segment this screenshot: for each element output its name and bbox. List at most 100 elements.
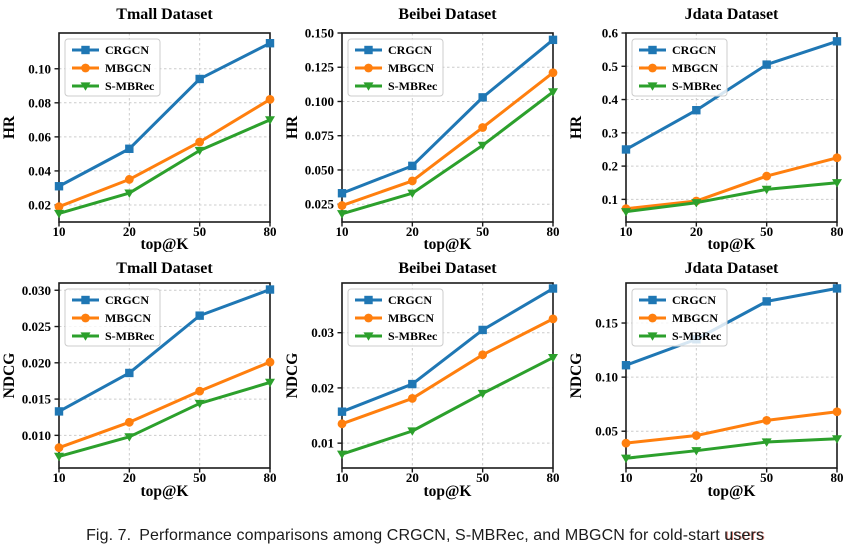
series-crgcn xyxy=(621,37,841,154)
chart-title: Jdata Dataset xyxy=(684,6,778,23)
y-tick-labels: 0.05 0.10 0.15 xyxy=(595,316,618,439)
series-s-mbrec-marker xyxy=(407,189,418,199)
series-s-mbrec-marker xyxy=(620,208,631,217)
legend-label-mbgcn: MBGCN xyxy=(388,61,434,75)
series-crgcn-marker xyxy=(832,37,841,46)
chart-title: Beibei Dataset xyxy=(399,6,498,23)
caption-text: Performance comparisons among CRGCN, S-M… xyxy=(139,527,720,544)
jdata-ndcg-plot: 0.05 0.10 0.15 10 20 50 80 Jdata Dataset top@K ND… xyxy=(568,260,844,500)
y-tick-labels: 0.025 0.050 0.075 0.100 0.125 0.150 xyxy=(305,26,335,212)
legend: CRGCN MBGCN S-MBRec xyxy=(631,38,728,97)
series-crgcn-marker xyxy=(478,93,488,102)
svg-text:0.10: 0.10 xyxy=(595,370,618,385)
series-s-mbrec xyxy=(620,179,842,217)
x-axis-label: top@K xyxy=(424,483,472,500)
svg-text:10: 10 xyxy=(619,224,632,239)
series-crgcn-line xyxy=(57,41,272,188)
chart-beibei-hr: 0.025 0.050 0.075 0.100 0.125 0.150 10 20 50 80 Be… xyxy=(283,0,566,252)
series-s-mbrec-line xyxy=(624,181,839,214)
series-crgcn-marker xyxy=(832,284,841,293)
caption-figure-number: Fig. 7. xyxy=(86,527,132,544)
series-mbgcn-marker xyxy=(337,201,347,210)
axis-ticks xyxy=(54,289,271,473)
series-s-mbrec-marker xyxy=(124,189,135,198)
svg-text:0.04: 0.04 xyxy=(28,163,51,178)
plot-frame xyxy=(58,282,271,469)
svg-text:10: 10 xyxy=(336,224,349,239)
series-s-mbrec xyxy=(337,88,559,219)
y-axis-label: NDCG xyxy=(1,353,18,399)
chart-jdata-ndcg: 0.05 0.10 0.15 10 20 50 80 Jdata Dataset top@K ND… xyxy=(567,252,850,515)
legend-label-s-mbrec: S-MBRec xyxy=(105,329,155,343)
legend-marker-s-mbrec xyxy=(647,332,658,341)
legend-label-mbgcn: MBGCN xyxy=(672,61,718,75)
svg-text:0.125: 0.125 xyxy=(305,60,335,75)
svg-text:80: 80 xyxy=(547,224,560,239)
svg-text:50: 50 xyxy=(476,470,489,485)
svg-text:20: 20 xyxy=(123,470,136,485)
y-axis-label: NDCG xyxy=(284,353,301,399)
legend-label-crgcn: CRGCN xyxy=(388,293,432,307)
svg-text:0.08: 0.08 xyxy=(28,95,51,110)
series-s-mbrec-marker xyxy=(337,450,348,459)
series-s-mbrec-marker xyxy=(194,399,205,409)
chart-tmall-ndcg: 0.010 0.015 0.020 0.025 0.030 10 20 50 80 Tmall D… xyxy=(0,252,283,515)
plot-frame xyxy=(624,282,838,469)
series-mbgcn-marker xyxy=(478,350,488,360)
legend-marker-s-mbrec xyxy=(363,332,374,341)
series-crgcn-marker xyxy=(338,407,347,416)
axis-ticks xyxy=(337,332,554,473)
legend-marker-s-mbrec xyxy=(647,82,658,91)
series-mbgcn-line xyxy=(340,317,555,426)
series-crgcn-marker xyxy=(265,39,275,48)
x-tick-labels: 10 20 50 80 xyxy=(619,224,843,239)
series-s-mbrec-line xyxy=(624,437,839,460)
svg-text:10: 10 xyxy=(336,470,349,485)
series-mbgcn-line xyxy=(624,410,839,445)
series-mbgcn-line xyxy=(340,71,555,208)
svg-text:80: 80 xyxy=(264,224,277,239)
y-tick-labels: 0.1 0.2 0.3 0.4 0.5 0.6 xyxy=(601,26,618,207)
series-mbgcn-line xyxy=(57,97,272,209)
chart-tmall-hr: 0.02 0.04 0.06 0.08 0.10 10 20 50 80 Tmall Datase… xyxy=(0,0,283,252)
series-mbgcn-marker xyxy=(195,137,205,147)
svg-text:80: 80 xyxy=(830,470,843,485)
legend-label-crgcn: CRGCN xyxy=(105,43,149,57)
svg-text:10: 10 xyxy=(619,470,632,485)
y-axis-label: NDCG xyxy=(568,353,585,399)
chart-jdata-hr: 0.1 0.2 0.3 0.4 0.5 0.6 10 20 50 80 Jdata Dataset t… xyxy=(567,0,850,252)
svg-text:0.025: 0.025 xyxy=(22,319,52,334)
series-s-mbrec-marker xyxy=(831,435,842,444)
series-crgcn-marker xyxy=(195,74,204,84)
svg-text:0.05: 0.05 xyxy=(595,424,618,439)
series-crgcn-marker xyxy=(621,361,630,370)
svg-text:50: 50 xyxy=(193,224,206,239)
svg-text:0.6: 0.6 xyxy=(601,26,618,41)
series-crgcn-marker xyxy=(762,60,771,69)
svg-text:80: 80 xyxy=(547,470,560,485)
series-s-mbrec-marker xyxy=(124,433,135,442)
svg-text:0.015: 0.015 xyxy=(22,392,52,407)
svg-text:20: 20 xyxy=(406,224,419,239)
plot-frame xyxy=(58,32,271,223)
legend-marker-mbgcn xyxy=(647,63,657,73)
series-s-mbrec-marker xyxy=(54,209,64,219)
series-crgcn-marker xyxy=(478,325,488,335)
legend-marker-crgcn xyxy=(364,45,373,55)
series-s-mbrec-line xyxy=(340,90,555,216)
svg-text:0.01: 0.01 xyxy=(312,436,335,451)
series-crgcn-marker xyxy=(195,311,204,320)
figure-panel-grid: 0.02 0.04 0.06 0.08 0.10 10 20 50 80 Tmall Datase… xyxy=(0,0,850,515)
y-axis-label: HR xyxy=(568,115,585,139)
series-s-mbrec-line xyxy=(57,380,272,458)
legend-marker-crgcn xyxy=(81,45,90,55)
svg-text:20: 20 xyxy=(123,224,136,239)
x-tick-labels: 10 20 50 80 xyxy=(336,224,560,239)
series-crgcn-marker xyxy=(549,35,558,45)
svg-text:0.050: 0.050 xyxy=(305,162,334,177)
svg-text:50: 50 xyxy=(760,224,773,239)
series-mbgcn-marker xyxy=(761,415,771,425)
svg-text:0.020: 0.020 xyxy=(22,355,51,370)
legend-marker-mbgcn xyxy=(364,313,374,323)
svg-text:0.03: 0.03 xyxy=(312,325,335,340)
